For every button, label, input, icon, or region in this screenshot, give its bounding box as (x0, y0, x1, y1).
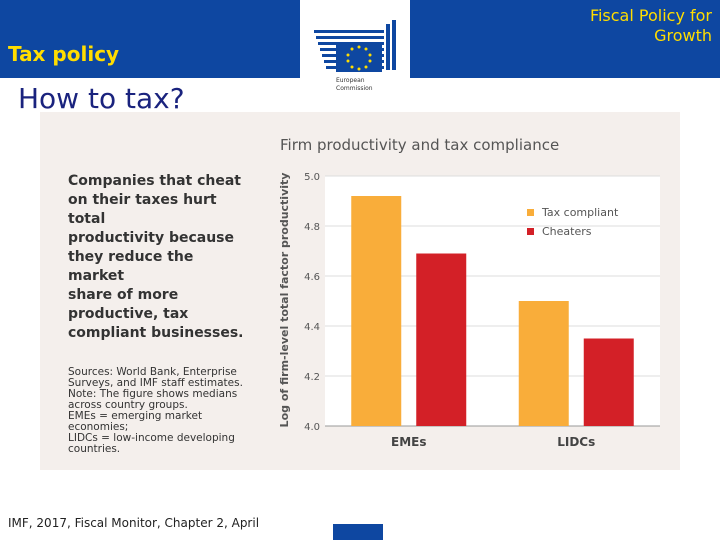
footer-citation: IMF, 2017, Fiscal Monitor, Chapter 2, Ap… (8, 516, 260, 530)
logo-text-line2: Commission (336, 85, 373, 92)
headline-line: on their taxes hurt total (68, 192, 217, 227)
x-category-label: LIDCs (557, 435, 595, 449)
headline-line: productivity because (68, 230, 234, 246)
note-line: countries. (68, 443, 121, 455)
european-commission-logo: European Commission (314, 20, 396, 92)
figure: Companies that cheat on their taxes hurt… (40, 112, 680, 470)
bar (583, 338, 634, 426)
headline-line: Companies that cheat (68, 173, 241, 189)
note-line: LIDCs = low-income developing (68, 432, 235, 444)
legend-label: Cheaters (542, 225, 592, 238)
x-category-label: EMEs (391, 435, 426, 449)
x-categories: EMEs LIDCs (391, 435, 595, 449)
series-title-line2: Growth (654, 26, 712, 45)
bars (351, 196, 634, 426)
y-tick-label: 4.0 (304, 422, 320, 433)
headline: Companies that cheat on their taxes hurt… (68, 172, 248, 343)
chart-title: Firm productivity and tax compliance (280, 136, 560, 154)
left-panel: Companies that cheat on their taxes hurt… (68, 172, 248, 455)
note-line: Note: The figure shows medians (68, 388, 238, 400)
legend-swatch (527, 209, 534, 216)
note-line: Surveys, and IMF staff estimates. (68, 377, 243, 389)
legend-swatch (527, 228, 534, 235)
note-line: EMEs = emerging market economies; (68, 410, 203, 433)
legend: Tax compliant Cheaters (527, 206, 619, 238)
note-line: across country groups. (68, 399, 188, 411)
bar (416, 253, 467, 426)
headline-line: share of more (68, 287, 179, 303)
logo-area: European Commission (300, 0, 410, 102)
logo-text-line1: European (336, 77, 365, 84)
note-line: Sources: World Bank, Enterprise (68, 366, 237, 378)
footer-flag (333, 524, 383, 540)
section-title: Tax policy (8, 42, 120, 66)
series-title-line1: Fiscal Policy for (589, 6, 712, 25)
y-axis-label: Log of firm-level total factor productiv… (278, 173, 291, 428)
series-title: Fiscal Policy for Growth (512, 6, 712, 46)
y-tick-label: 4.4 (304, 322, 320, 333)
notes: Sources: World Bank, Enterprise Surveys,… (68, 367, 248, 455)
bar (351, 196, 402, 426)
page-title: How to tax? (18, 82, 185, 115)
y-tick-label: 4.6 (304, 272, 320, 283)
bar-chart: 4.0 4.2 4.4 4.6 4.8 5.0 EMEs LIDCs Tax complia… (278, 172, 660, 449)
y-tick-label: 5.0 (304, 172, 320, 183)
headline-line: they reduce the market (68, 249, 194, 284)
legend-label: Tax compliant (541, 206, 619, 219)
bar (518, 301, 569, 426)
y-tick-label: 4.8 (304, 222, 320, 233)
headline-line: compliant businesses. (68, 325, 244, 341)
y-tick-label: 4.2 (304, 372, 320, 383)
headline-line: productive, tax (68, 306, 189, 322)
y-ticks: 4.0 4.2 4.4 4.6 4.8 5.0 (304, 172, 320, 433)
